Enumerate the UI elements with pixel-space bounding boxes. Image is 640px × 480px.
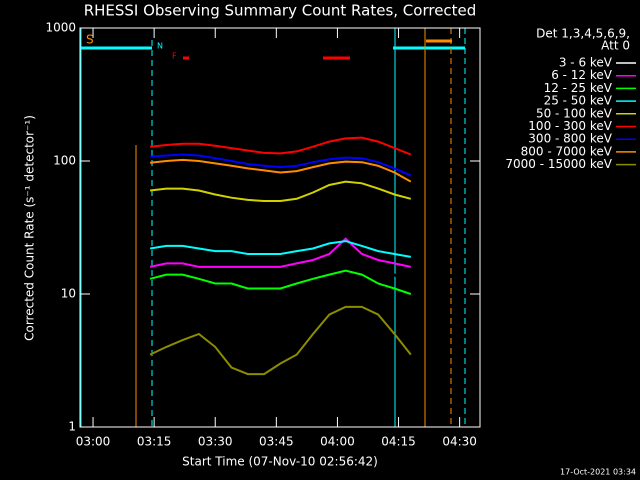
x-tick-label: 04:30 (442, 435, 477, 449)
y-tick-label: 1 (68, 420, 76, 434)
x-tick-label: 03:15 (137, 435, 172, 449)
legend-label: 300 - 800 keV (528, 132, 612, 146)
plot-frame (79, 27, 481, 428)
x-axis-label: Start Time (07-Nov-10 02:56:42) (182, 455, 378, 469)
x-tick-label: 04:15 (381, 435, 416, 449)
y-tick-label: 100 (53, 154, 76, 168)
annotation: N (157, 42, 163, 51)
footer: 17-Oct-2021 03:34 (560, 468, 636, 477)
series-line (149, 222, 412, 376)
legend-header: Att 0 (601, 39, 630, 53)
legend-label: 3 - 6 keV (559, 56, 613, 70)
x-tick-label: 03:30 (198, 435, 233, 449)
annotation: S (86, 33, 94, 47)
series-line (149, 240, 411, 258)
legend-label: 6 - 12 keV (551, 68, 613, 82)
series-line (149, 237, 412, 268)
y-tick-label: 10 (61, 287, 76, 301)
legend-label: 7000 - 15000 keV (505, 157, 612, 171)
legend-label: 100 - 300 keV (528, 119, 612, 133)
series-line (149, 269, 412, 295)
legend-label: 50 - 100 keV (536, 106, 613, 120)
chart-title: RHESSI Observing Summary Count Rates, Co… (84, 2, 477, 20)
x-tick-label: 03:45 (259, 435, 294, 449)
series-line (149, 305, 412, 376)
y-axis-label: Corrected Count Rate (s⁻¹ detector⁻¹) (23, 115, 37, 341)
status-flags: S N F (80, 28, 466, 427)
legend-label: 800 - 7000 keV (521, 144, 613, 158)
series-line (150, 153, 412, 177)
x-tick-label: 04:00 (320, 435, 355, 449)
series-line (149, 136, 412, 156)
legend-header: Det 1,3,4,5,6,9, (536, 27, 630, 41)
x-tick-label: 03:00 (76, 435, 111, 449)
series-line (149, 158, 412, 183)
annotation: F (172, 52, 177, 61)
legend-label: 12 - 25 keV (544, 81, 613, 95)
y-tick-label: 1000 (45, 21, 76, 35)
series-line (149, 180, 412, 202)
legend-label: 25 - 50 keV (544, 94, 613, 108)
